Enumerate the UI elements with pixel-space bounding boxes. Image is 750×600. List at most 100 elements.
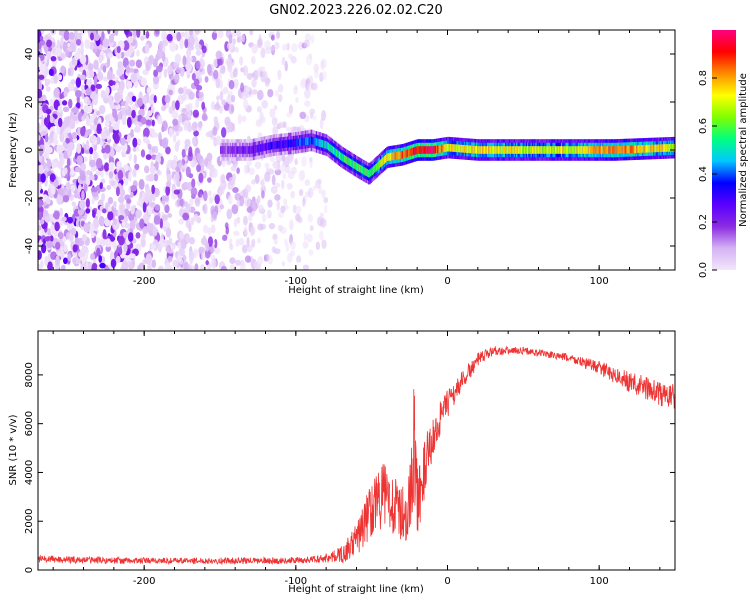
- heatmap-cell: [336, 149, 338, 158]
- heatmap-cell: [56, 39, 61, 50]
- heatmap-cell: [106, 69, 113, 81]
- heatmap-cell: [597, 146, 599, 154]
- heatmap-cell: [546, 146, 548, 154]
- heatmap-cell: [445, 144, 448, 152]
- heatmap-cell: [159, 218, 163, 229]
- heatmap-cell: [267, 88, 274, 98]
- heatmap-cell: [417, 146, 420, 154]
- heatmap-cell: [226, 146, 228, 154]
- heatmap-cell: [275, 141, 278, 149]
- heatmap-cell: [656, 144, 659, 153]
- heatmap-cell: [206, 152, 213, 162]
- heatmap-cell: [153, 173, 159, 182]
- heatmap-cell: [113, 200, 117, 209]
- heatmap-cell: [214, 247, 221, 254]
- heatmap-cell: [290, 190, 295, 199]
- heatmap-cell: [514, 146, 517, 154]
- heatmap-cell: [627, 145, 630, 154]
- heatmap-cell: [40, 30, 45, 35]
- heatmap-cell: [185, 232, 190, 244]
- heatmap-cell: [131, 95, 137, 102]
- heatmap-cell: [626, 145, 628, 154]
- heatmap-cell: [563, 146, 565, 154]
- heatmap-cell: [251, 78, 257, 88]
- heatmap-cell: [108, 220, 112, 227]
- heatmap-cell: [58, 231, 64, 240]
- heatmap-cell: [83, 104, 90, 113]
- heatmap-cell: [161, 138, 169, 149]
- heatmap-cell: [129, 59, 136, 67]
- heatmap-cell: [261, 143, 263, 152]
- heatmap-cell: [537, 146, 540, 154]
- heatmap-cell: [285, 140, 287, 148]
- heatmap-cell: [369, 169, 371, 178]
- heatmap-cell: [318, 185, 323, 195]
- heatmap-cell: [522, 146, 524, 154]
- heatmap-cell: [195, 97, 199, 108]
- heatmap-cell: [180, 31, 185, 37]
- heatmap-cell: [290, 139, 292, 148]
- heatmap-cell: [221, 127, 227, 138]
- heatmap-cell: [90, 84, 96, 92]
- heatmap-cell: [233, 218, 238, 228]
- heatmap-cell: [343, 154, 346, 163]
- heatmap-cell: [274, 182, 281, 188]
- y-tick-1: 2000: [24, 508, 675, 534]
- heatmap-cell: [197, 121, 203, 132]
- y-tick-label: -40: [24, 238, 35, 254]
- heatmap-cell: [203, 190, 208, 202]
- heatmap-cell: [525, 146, 528, 154]
- heatmap-cell: [108, 79, 114, 87]
- heatmap-cell: [184, 31, 189, 40]
- heatmap-cell: [132, 30, 137, 37]
- heatmap-cell: [228, 33, 233, 44]
- heatmap-cell: [286, 139, 289, 148]
- heatmap-cell: [110, 180, 116, 187]
- heatmap-cell: [342, 154, 344, 162]
- heatmap-cell: [136, 200, 142, 207]
- heatmap-cell: [222, 146, 224, 154]
- colorbar-tick-label: 0.6: [698, 118, 709, 134]
- heatmap-cell: [62, 195, 70, 203]
- heatmap-cell: [227, 195, 233, 205]
- heatmap-cell: [270, 186, 278, 194]
- heatmap-cell: [290, 240, 296, 250]
- heatmap-cell: [63, 30, 70, 41]
- heatmap-cell: [432, 146, 434, 154]
- heatmap-cell: [653, 144, 655, 153]
- heatmap-cell: [211, 31, 218, 41]
- heatmap-cell: [50, 185, 56, 196]
- heatmap-cell: [114, 82, 120, 90]
- heatmap-cell: [116, 160, 122, 170]
- heatmap-cell: [45, 197, 51, 205]
- heatmap-cell: [545, 146, 547, 154]
- heatmap-cell: [98, 54, 103, 64]
- heatmap-cell: [219, 91, 224, 101]
- heatmap-cell: [614, 146, 616, 154]
- heatmap-cell: [312, 136, 314, 145]
- heatmap-cell: [99, 182, 103, 190]
- heatmap-cell: [202, 235, 207, 247]
- heatmap-cell: [140, 77, 147, 86]
- heatmap-cell: [490, 146, 492, 154]
- heatmap-cell: [185, 166, 191, 178]
- heatmap-cell: [136, 30, 141, 38]
- heatmap-cell: [84, 39, 91, 49]
- heatmap-cell: [269, 142, 272, 150]
- heatmap-cell: [147, 262, 152, 270]
- heatmap-cell: [314, 137, 317, 146]
- heatmap-cell: [410, 148, 412, 156]
- heatmap-cell: [426, 146, 428, 154]
- heatmap-cell: [307, 213, 313, 223]
- heatmap-cell: [172, 259, 179, 269]
- heatmap-cell: [145, 30, 150, 39]
- heatmap-cell: [302, 197, 306, 208]
- heatmap-cell: [81, 256, 86, 264]
- heatmap-cell: [264, 143, 267, 151]
- heatmap-cell: [403, 150, 405, 159]
- heatmap-cell: [108, 170, 114, 179]
- heatmap-cell: [107, 211, 114, 221]
- heatmap-cell: [531, 146, 534, 154]
- heatmap-cell: [433, 145, 435, 154]
